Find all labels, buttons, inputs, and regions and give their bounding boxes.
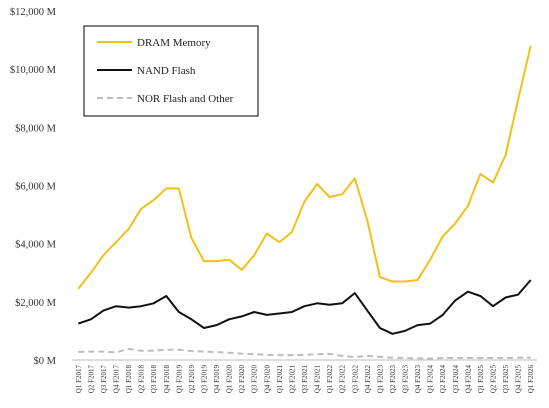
x-tick-label: Q2 F2019 xyxy=(188,365,196,394)
y-tick-label: $12,000 M xyxy=(10,7,57,18)
x-tick-label: Q3 F2023 xyxy=(402,365,410,394)
y-tick-label: $4,000 M xyxy=(15,240,57,251)
x-tick-label: Q3 F2024 xyxy=(452,365,460,394)
y-tick-label: $10,000 M xyxy=(10,65,57,76)
x-tick-label: Q4 F2025 xyxy=(515,365,523,394)
series-line-dram-memory xyxy=(77,45,532,290)
x-tick-label: Q4 F2021 xyxy=(314,365,322,394)
x-tick-label: Q2 F2024 xyxy=(439,365,447,394)
x-tick-label: Q4 F2023 xyxy=(414,365,422,394)
x-tick-label: Q1 F2020 xyxy=(226,365,234,394)
x-tick-label: Q2 F2025 xyxy=(490,365,498,394)
y-tick-label: $2,000 M xyxy=(15,298,57,309)
y-axis: $0 M $2,000 M $4,000 M $6,000 M $8,000 M $10,… xyxy=(10,7,57,367)
x-tick-label: Q3 F2020 xyxy=(251,365,259,394)
y-tick-label: $0 M xyxy=(34,356,57,367)
x-tick-label: Q1 F2019 xyxy=(175,365,183,394)
x-tick-label: Q2 F2018 xyxy=(138,365,146,394)
x-tick-label: Q2 F2021 xyxy=(288,365,296,394)
y-tick-label: $8,000 M xyxy=(15,123,57,134)
x-tick-label: Q1 F2023 xyxy=(376,365,384,394)
legend: DRAM Memory NAND Flash NOR Flash and Oth… xyxy=(83,25,259,117)
series-lines xyxy=(77,45,532,360)
x-axis: Q1 F2017 Q2 F2017 Q3 F2017 Q4 F2017 Q1 F2018… xyxy=(75,365,535,394)
series-line-nand-flash xyxy=(77,279,532,335)
x-tick-label: Q3 F2022 xyxy=(351,365,359,394)
x-tick-label: Q2 F2022 xyxy=(339,365,347,394)
x-tick-label: Q3 F2019 xyxy=(200,365,208,394)
legend-label-nor: NOR Flash and Other xyxy=(137,93,234,105)
x-tick-label: Q4 F2018 xyxy=(163,365,171,394)
x-tick-label: Q4 F2024 xyxy=(464,365,472,394)
x-tick-label: Q3 F2017 xyxy=(100,365,108,394)
x-tick-label: Q2 F2023 xyxy=(389,365,397,394)
y-tick-label: $6,000 M xyxy=(15,182,57,193)
x-tick-label: Q1 F2025 xyxy=(477,365,485,394)
x-tick-label: Q2 F2020 xyxy=(238,365,246,394)
x-tick-label: Q1 F2021 xyxy=(276,365,284,394)
x-tick-label: Q4 F2022 xyxy=(364,365,372,394)
x-tick-label: Q1 F2026 xyxy=(527,365,535,394)
x-tick-label: Q2 F2017 xyxy=(87,365,95,394)
x-tick-label: Q4 F2017 xyxy=(112,365,120,394)
x-tick-label: Q1 F2017 xyxy=(75,365,83,394)
x-tick-label: Q3 F2025 xyxy=(502,365,510,394)
legend-label-nand: NAND Flash xyxy=(137,65,196,77)
legend-label-dram: DRAM Memory xyxy=(137,37,211,49)
x-tick-label: Q4 F2020 xyxy=(263,365,271,394)
x-tick-label: Q1 F2018 xyxy=(125,365,133,394)
x-tick-label: Q3 F2021 xyxy=(301,365,309,394)
x-tick-label: Q1 F2024 xyxy=(427,365,435,394)
x-tick-label: Q3 F2018 xyxy=(150,365,158,394)
x-tick-label: Q1 F2022 xyxy=(326,365,334,394)
x-tick-label: Q4 F2019 xyxy=(213,365,221,394)
series-line-nor-flash-and-other xyxy=(78,347,531,360)
